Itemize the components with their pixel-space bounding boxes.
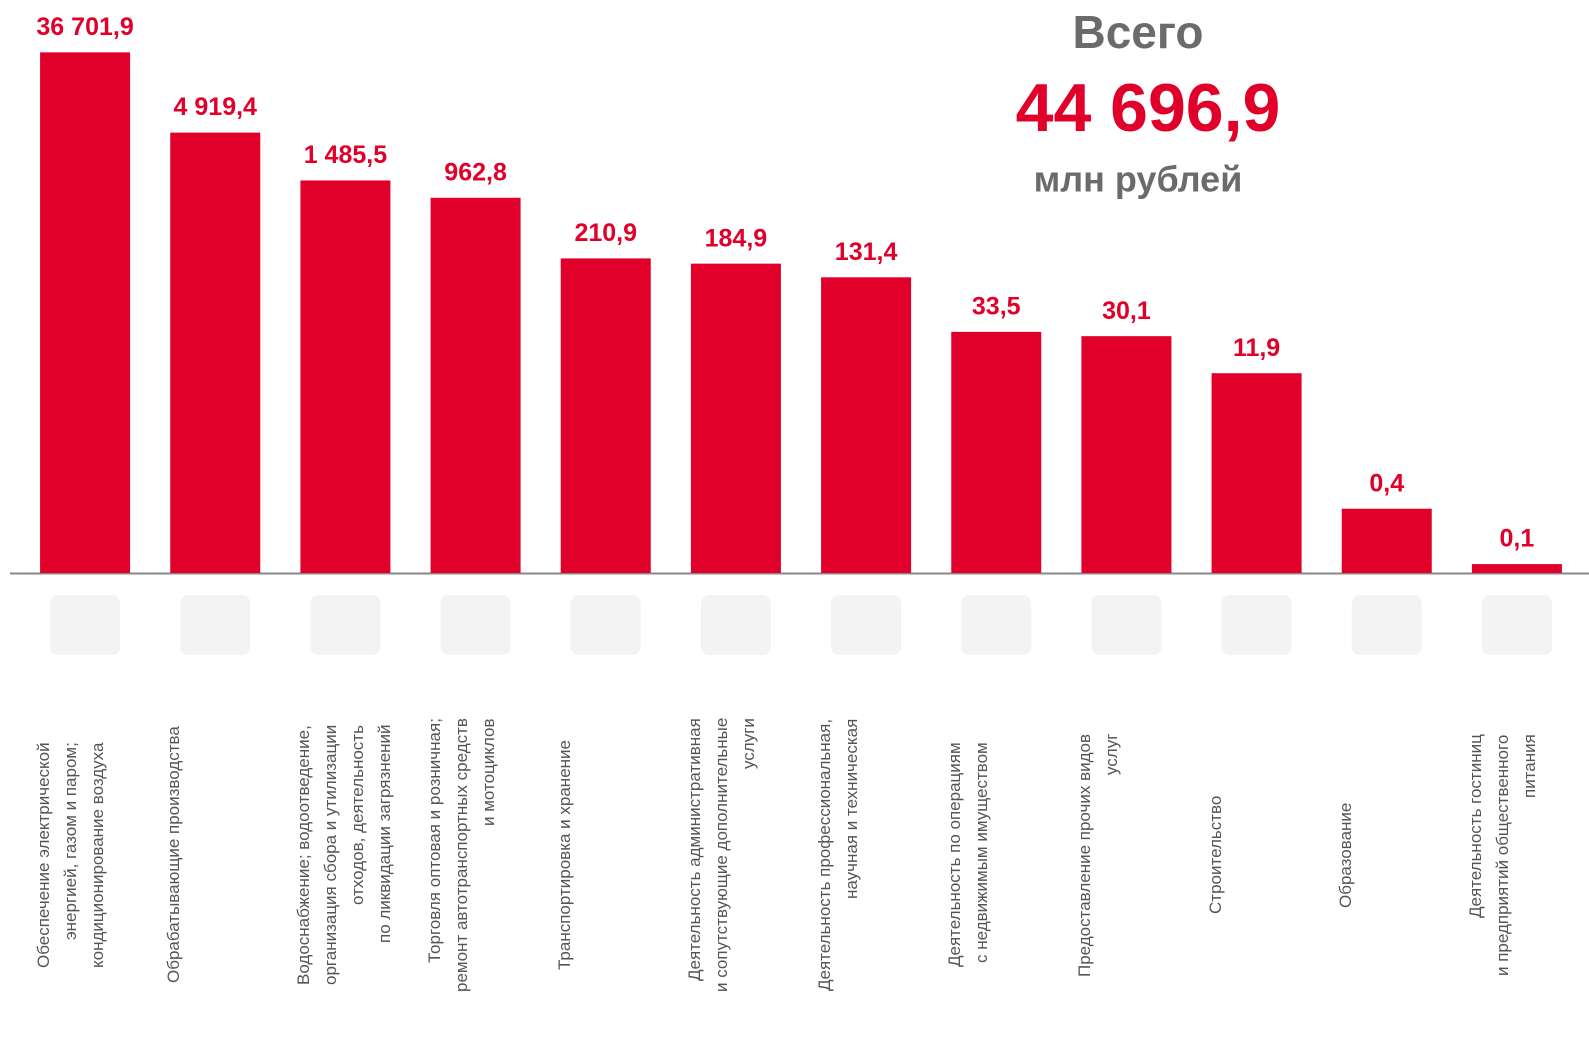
category-icon — [180, 595, 250, 655]
x-tick-label: Деятельность по операциям с недвижимым и… — [941, 680, 1051, 1030]
value-label: 210,9 — [574, 219, 637, 247]
bar — [821, 277, 911, 573]
category-icon — [571, 595, 641, 655]
value-label: 962,8 — [444, 158, 507, 186]
value-label: 0,1 — [1500, 525, 1535, 553]
page: {"chart_data": {"type": "bar", "title": … — [0, 0, 1589, 1037]
x-tick-label: Строительство — [1202, 680, 1312, 1030]
bar — [170, 133, 260, 573]
category-icon — [1482, 595, 1552, 655]
unit-label: млн рублей — [1034, 159, 1243, 200]
chart-title: Всего — [1072, 6, 1203, 58]
category-icon — [50, 595, 120, 655]
bar — [40, 52, 130, 573]
x-tick-label: Образование — [1332, 680, 1442, 1030]
bar — [561, 258, 651, 573]
category-icon — [1222, 595, 1292, 655]
bar — [300, 180, 390, 573]
value-label: 1 485,5 — [304, 141, 388, 169]
x-tick-label: Обеспечение электрической энергией, газо… — [30, 680, 140, 1030]
category-icon — [441, 595, 511, 655]
category-icon — [310, 595, 380, 655]
total-value: 44 696,9 — [1016, 70, 1281, 146]
value-label: 11,9 — [1233, 334, 1280, 362]
category-icon — [961, 595, 1031, 655]
bar — [431, 198, 521, 573]
value-label: 131,4 — [835, 238, 898, 266]
value-label: 184,9 — [705, 224, 768, 252]
bar — [691, 264, 781, 573]
bar — [1342, 509, 1432, 573]
category-icon — [701, 595, 771, 655]
x-tick-label: Водоснабжение; водоотведение, организаци… — [290, 680, 400, 1030]
category-icon — [1352, 595, 1422, 655]
value-label: 33,5 — [972, 292, 1021, 320]
bar — [951, 332, 1041, 573]
x-tick-label: Деятельность гостиниц и предприятий обще… — [1462, 680, 1572, 1030]
x-tick-label: Транспортировка и хранение — [551, 680, 661, 1030]
category-icon — [1091, 595, 1161, 655]
bar — [1472, 564, 1562, 573]
category-icon — [831, 595, 901, 655]
value-label: 0,4 — [1369, 469, 1404, 497]
x-tick-label: Деятельность административная и сопутств… — [681, 680, 791, 1030]
bar — [1081, 336, 1171, 573]
x-tick-label: Деятельность профессиональная, научная и… — [811, 680, 921, 1030]
x-tick-label: Предоставление прочих видов услуг — [1071, 680, 1181, 1030]
value-label: 4 919,4 — [174, 93, 258, 121]
value-label: 36 701,9 — [36, 13, 133, 41]
bar — [1212, 373, 1302, 573]
x-tick-label: Обрабатывающие производства — [160, 680, 270, 1030]
x-tick-label: Торговля оптовая и розничная; ремонт авт… — [421, 680, 531, 1030]
value-label: 30,1 — [1102, 297, 1151, 325]
